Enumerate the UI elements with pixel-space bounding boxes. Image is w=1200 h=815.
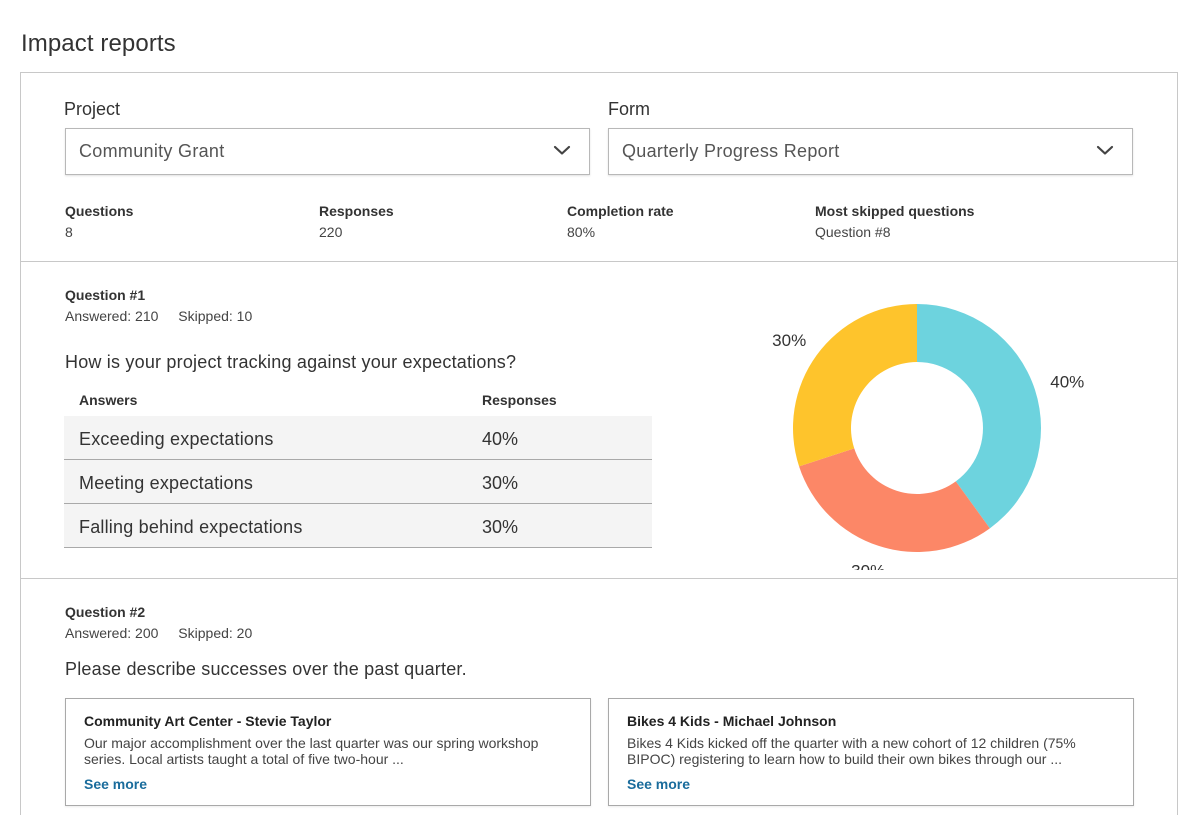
chevron-down-icon [1096,145,1114,155]
project-select-value: Community Grant [79,141,225,161]
stat-completion-value: 80% [567,224,596,240]
table-row: Meeting expectations 30% [64,460,652,504]
answer-response: 30% [482,473,519,493]
answers-column-header: Answers [79,392,138,408]
stat-questions-value: 8 [65,224,73,240]
question-1-meta: Answered: 210 Skipped: 10 [65,308,252,324]
project-label: Project [64,99,121,119]
table-row: Falling behind expectations 30% [64,504,652,548]
form-select-value: Quarterly Progress Report [622,141,840,161]
stat-most-skipped-label: Most skipped questions [815,203,975,219]
response-card: Community Art Center - Stevie Taylor Our… [65,698,591,806]
report-panel [20,72,1178,815]
question-2-skipped: Skipped: 20 [178,625,253,641]
section-divider [21,261,1177,262]
section-divider [21,578,1177,579]
slice-label: 40% [1050,373,1084,392]
project-select[interactable]: Community Grant [65,128,590,175]
chevron-down-icon [553,145,571,155]
see-more-link[interactable]: See more [627,776,691,792]
response-card-title: Bikes 4 Kids - Michael Johnson [627,713,837,729]
donut-slice [793,304,917,467]
responses-column-header: Responses [482,392,557,408]
donut-chart: 40% 30% 30% [772,304,1084,570]
form-select[interactable]: Quarterly Progress Report [608,128,1133,175]
question-1-answered: Answered: 210 [65,308,159,324]
question-1-skipped: Skipped: 10 [178,308,253,324]
see-more-link[interactable]: See more [84,776,148,792]
stat-most-skipped-value: Question #8 [815,224,891,240]
question-2-answered: Answered: 200 [65,625,159,641]
answer-label: Falling behind expectations [79,517,303,537]
answer-response: 40% [482,429,519,449]
answer-label: Exceeding expectations [79,429,274,449]
response-card-excerpt: Our major accomplishment over the last q… [84,735,539,767]
donut-slice [917,304,1041,529]
answers-table-header: Answers Responses [64,386,652,416]
answers-table: Answers Responses Exceeding expectations… [64,386,652,548]
form-label: Form [608,99,650,119]
slice-label: 30% [851,562,885,570]
question-2-title: Question #2 [65,604,146,620]
answer-response: 30% [482,517,519,537]
table-row: Exceeding expectations 40% [64,416,652,460]
response-card-excerpt: Bikes 4 Kids kicked off the quarter with… [627,735,1076,767]
response-card-title: Community Art Center - Stevie Taylor [84,713,332,729]
question-1-title: Question #1 [65,287,146,303]
question-2-text: Please describe successes over the past … [65,659,467,679]
stat-responses-label: Responses [319,203,394,219]
question-2-meta: Answered: 200 Skipped: 20 [65,625,252,641]
stat-questions-label: Questions [65,203,134,219]
slice-label: 30% [772,331,806,350]
response-card: Bikes 4 Kids - Michael Johnson Bikes 4 K… [608,698,1134,806]
stat-completion-label: Completion rate [567,203,674,219]
question-1-text: How is your project tracking against you… [65,352,517,372]
page-title: Impact reports [21,30,176,57]
answer-label: Meeting expectations [79,473,254,493]
stat-responses-value: 220 [319,224,343,240]
donut-slice [799,448,990,552]
